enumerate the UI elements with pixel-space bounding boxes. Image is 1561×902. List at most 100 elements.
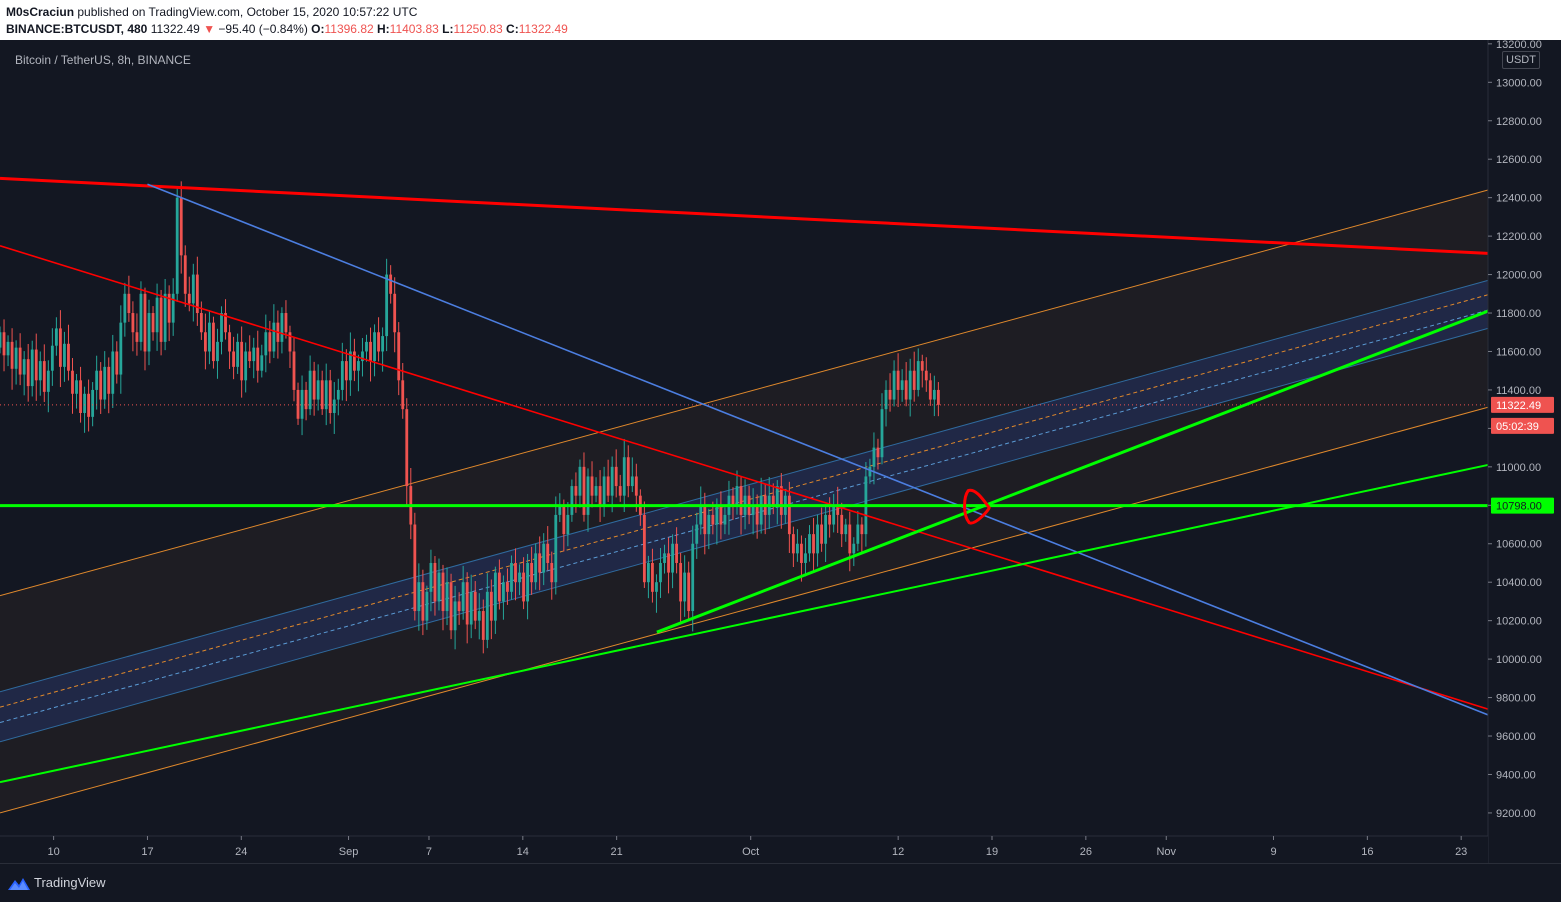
candle[interactable] <box>252 347 256 362</box>
candle[interactable] <box>598 486 602 506</box>
candle[interactable] <box>195 274 199 314</box>
candle[interactable] <box>159 297 163 342</box>
candle[interactable] <box>99 370 103 400</box>
candle[interactable] <box>473 591 477 621</box>
candle[interactable] <box>735 486 739 506</box>
candle[interactable] <box>187 293 191 304</box>
candle[interactable] <box>594 486 598 496</box>
author-name[interactable]: M0sCraciun <box>6 5 75 19</box>
candle[interactable] <box>844 524 848 535</box>
candle[interactable] <box>820 524 823 544</box>
candle[interactable] <box>924 370 928 381</box>
candle[interactable] <box>208 322 211 352</box>
candle[interactable] <box>139 293 143 342</box>
orange-channel-lower[interactable] <box>0 406 1489 814</box>
candle[interactable] <box>663 553 666 563</box>
candle[interactable] <box>417 582 421 612</box>
candle[interactable] <box>67 343 70 371</box>
candle[interactable] <box>123 293 127 323</box>
candle[interactable] <box>332 399 336 414</box>
candle[interactable] <box>135 332 139 342</box>
candle[interactable] <box>655 582 658 592</box>
candle[interactable] <box>522 572 525 602</box>
candle[interactable] <box>481 611 485 640</box>
candle[interactable] <box>936 389 940 405</box>
candle[interactable] <box>324 380 328 410</box>
candle[interactable] <box>477 611 481 621</box>
candle[interactable] <box>425 591 429 621</box>
candle[interactable] <box>449 582 453 631</box>
candle[interactable] <box>574 486 578 496</box>
price-chart[interactable]: 9200.00 9400.00 9600.00 9800.00 10000.00 1020… <box>0 40 1561 863</box>
candle[interactable] <box>888 389 892 400</box>
candle[interactable] <box>465 582 469 625</box>
candle[interactable] <box>671 543 674 573</box>
circled-intersection-marker[interactable] <box>963 488 991 525</box>
candle[interactable] <box>908 370 912 400</box>
blue-channel-upper[interactable] <box>0 279 1489 693</box>
candle[interactable] <box>212 322 215 362</box>
candle[interactable] <box>707 514 711 535</box>
candle[interactable] <box>518 572 521 583</box>
candle[interactable] <box>119 322 123 375</box>
candle[interactable] <box>659 562 662 583</box>
candle[interactable] <box>232 351 235 367</box>
candle[interactable] <box>751 505 755 515</box>
candle[interactable] <box>775 486 779 506</box>
candle[interactable] <box>373 332 376 362</box>
candle[interactable] <box>453 601 457 631</box>
candle[interactable] <box>26 359 30 387</box>
candle[interactable] <box>566 514 570 535</box>
candle[interactable] <box>336 389 340 400</box>
candle[interactable] <box>224 313 227 333</box>
candle[interactable] <box>155 297 159 333</box>
candle[interactable] <box>457 601 461 612</box>
candle[interactable] <box>787 495 791 535</box>
candle[interactable] <box>876 447 880 458</box>
candle[interactable] <box>904 380 908 400</box>
candle[interactable] <box>618 486 622 496</box>
candle[interactable] <box>860 524 864 535</box>
candle[interactable] <box>421 582 425 621</box>
candle[interactable] <box>816 524 819 554</box>
candle[interactable] <box>646 562 650 583</box>
candle[interactable] <box>361 351 364 362</box>
candle[interactable] <box>240 341 244 381</box>
green-trendline[interactable] <box>0 463 1489 784</box>
candle[interactable] <box>779 486 783 515</box>
candle[interactable] <box>489 591 493 621</box>
candle[interactable] <box>63 343 66 367</box>
candle[interactable] <box>46 370 50 392</box>
candle[interactable] <box>433 562 437 602</box>
candle[interactable] <box>199 313 203 333</box>
candle[interactable] <box>731 495 735 506</box>
candle[interactable] <box>308 370 312 410</box>
candle[interactable] <box>34 349 38 381</box>
candle[interactable] <box>614 466 618 487</box>
candle[interactable] <box>75 380 78 394</box>
candle[interactable] <box>272 322 276 352</box>
candle[interactable] <box>54 328 58 346</box>
candle[interactable] <box>300 389 304 419</box>
candle[interactable] <box>401 380 405 410</box>
candle[interactable] <box>296 389 300 419</box>
candle[interactable] <box>675 543 679 563</box>
candle[interactable] <box>236 341 240 367</box>
candle[interactable] <box>912 370 916 390</box>
candle[interactable] <box>320 380 324 410</box>
candle[interactable] <box>111 351 115 394</box>
candle[interactable] <box>610 466 614 496</box>
candle[interactable] <box>530 562 534 583</box>
candle[interactable] <box>534 553 538 583</box>
candle[interactable] <box>542 543 546 573</box>
candle[interactable] <box>691 543 695 612</box>
candle[interactable] <box>143 293 147 352</box>
candle[interactable] <box>260 355 264 371</box>
candle[interactable] <box>268 332 272 352</box>
candle[interactable] <box>932 389 936 400</box>
candle[interactable] <box>42 361 46 392</box>
candle[interactable] <box>578 466 582 496</box>
candle[interactable] <box>715 505 719 525</box>
candle[interactable] <box>497 572 501 602</box>
candle[interactable] <box>18 347 22 375</box>
